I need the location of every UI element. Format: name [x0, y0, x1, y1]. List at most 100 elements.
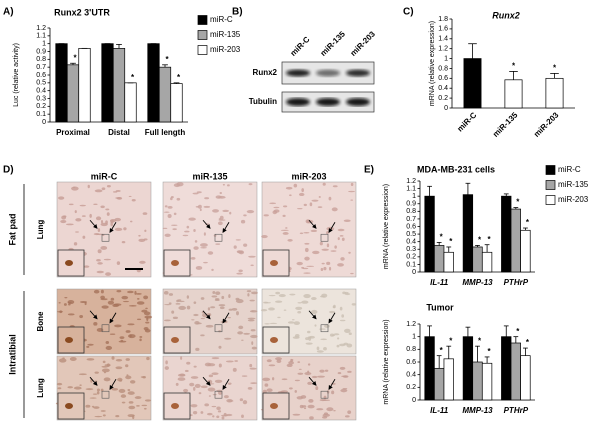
tissue-cell: [96, 328, 104, 332]
tissue-cell: [195, 265, 203, 270]
tissue-cell: [337, 372, 342, 375]
y-tick-label: 1.4: [438, 36, 448, 43]
tissue-cell: [125, 364, 129, 368]
tissue-cell: [291, 319, 295, 321]
tissue-cell: [323, 346, 327, 351]
y-tick-label: 0.6: [406, 359, 416, 366]
tissue-cell: [261, 235, 268, 239]
tissue-cell: [321, 262, 325, 265]
tissue-cell: [342, 388, 348, 390]
tissue-cell: [307, 381, 313, 385]
tissue-cell: [330, 250, 337, 252]
tissue-cell: [86, 358, 95, 361]
tissue-cell: [249, 367, 257, 370]
histology-image: [162, 181, 258, 278]
tissue-cell: [94, 371, 99, 374]
arrow: [222, 222, 230, 234]
tissue-cell: [337, 237, 340, 241]
tissue-cell: [139, 260, 146, 264]
bar: [520, 229, 531, 273]
y-tick-label: 0.4: [406, 372, 416, 379]
tissue-cell: [304, 242, 310, 245]
histology-image: [261, 181, 357, 278]
tissue-cell: [250, 382, 258, 385]
tissue-cell: [321, 248, 329, 251]
significance-mark: *: [526, 218, 530, 227]
group-label: Intratibial: [7, 334, 17, 375]
tissue-cell: [207, 412, 213, 416]
legend-swatch: [197, 30, 208, 40]
tissue-cell: [175, 382, 179, 386]
tissue-cell: [164, 205, 168, 208]
panel-label: C): [403, 7, 414, 18]
tissue-cell: [350, 182, 354, 187]
tissue-cell: [277, 316, 281, 319]
error-bar: [436, 355, 442, 369]
tissue-cell: [144, 329, 151, 333]
stained-cell: [65, 337, 73, 343]
histology-image: [162, 288, 258, 355]
region-box: [320, 233, 329, 242]
tissue-cell: [266, 388, 273, 393]
tissue-cell: [328, 196, 332, 201]
tissue-cell: [100, 388, 104, 392]
tissue-cell: [177, 299, 182, 302]
tissue-cell: [167, 213, 172, 219]
bar: [158, 66, 172, 123]
arrow: [308, 310, 317, 320]
tissue-cell: [93, 321, 98, 326]
tissue-cell: [348, 332, 352, 335]
tissue-cell: [246, 210, 255, 214]
legend-swatch: [545, 165, 556, 175]
tissue-cell: [100, 295, 105, 300]
tissue-cell: [323, 395, 327, 400]
histology-image: [55, 355, 152, 421]
tissue-cell: [241, 339, 244, 341]
tissue-cell: [229, 211, 232, 215]
tissue-cell: [73, 386, 82, 390]
tissue-cell: [102, 414, 106, 417]
tissue-cell: [205, 324, 214, 328]
tissue-cell: [197, 204, 202, 209]
tissue-cell: [235, 299, 244, 304]
tissue-cell: [86, 345, 90, 348]
tissue-cell: [241, 375, 248, 377]
tissue-cell: [350, 199, 354, 201]
tissue-cell: [231, 308, 238, 311]
tissue-cell: [215, 298, 220, 300]
tissue-cell: [224, 395, 229, 399]
arrow: [328, 312, 336, 324]
bar: [481, 362, 493, 401]
tissue-cell: [227, 184, 230, 187]
tissue-cell: [294, 379, 300, 382]
region-box: [214, 233, 223, 242]
y-axis-label: mRNA (relative expression): [429, 21, 436, 106]
blot-band: [316, 98, 340, 106]
arrow: [222, 378, 230, 390]
error-bar: [465, 326, 471, 337]
tissue-cell: [136, 301, 145, 305]
y-tick-label: 0.4: [438, 85, 448, 92]
y-tick-label: 0.2: [36, 103, 46, 110]
tissue-cell: [182, 234, 189, 237]
tissue-cell: [243, 214, 247, 217]
significance-mark: *: [165, 55, 169, 64]
bar: [481, 251, 493, 273]
stained-cell: [65, 403, 73, 409]
tissue-cell: [222, 183, 225, 186]
blot-band: [286, 69, 310, 77]
tissue-cell: [207, 307, 211, 311]
y-axis-label: Luc (relative activity): [13, 43, 20, 107]
tissue-cell: [348, 190, 355, 193]
tissue-cell: [309, 416, 314, 420]
significance-mark: *: [516, 327, 520, 336]
tissue-cell: [295, 306, 303, 310]
tissue-cell: [208, 395, 211, 397]
tissue-cell: [115, 197, 122, 199]
tissue: [56, 181, 152, 278]
tissue-cell: [179, 373, 186, 377]
y-tick-label: 0.5: [406, 231, 416, 238]
significance-mark: *: [449, 237, 453, 246]
error-bar: [513, 336, 519, 343]
x-tick-label: Full length: [145, 128, 186, 137]
